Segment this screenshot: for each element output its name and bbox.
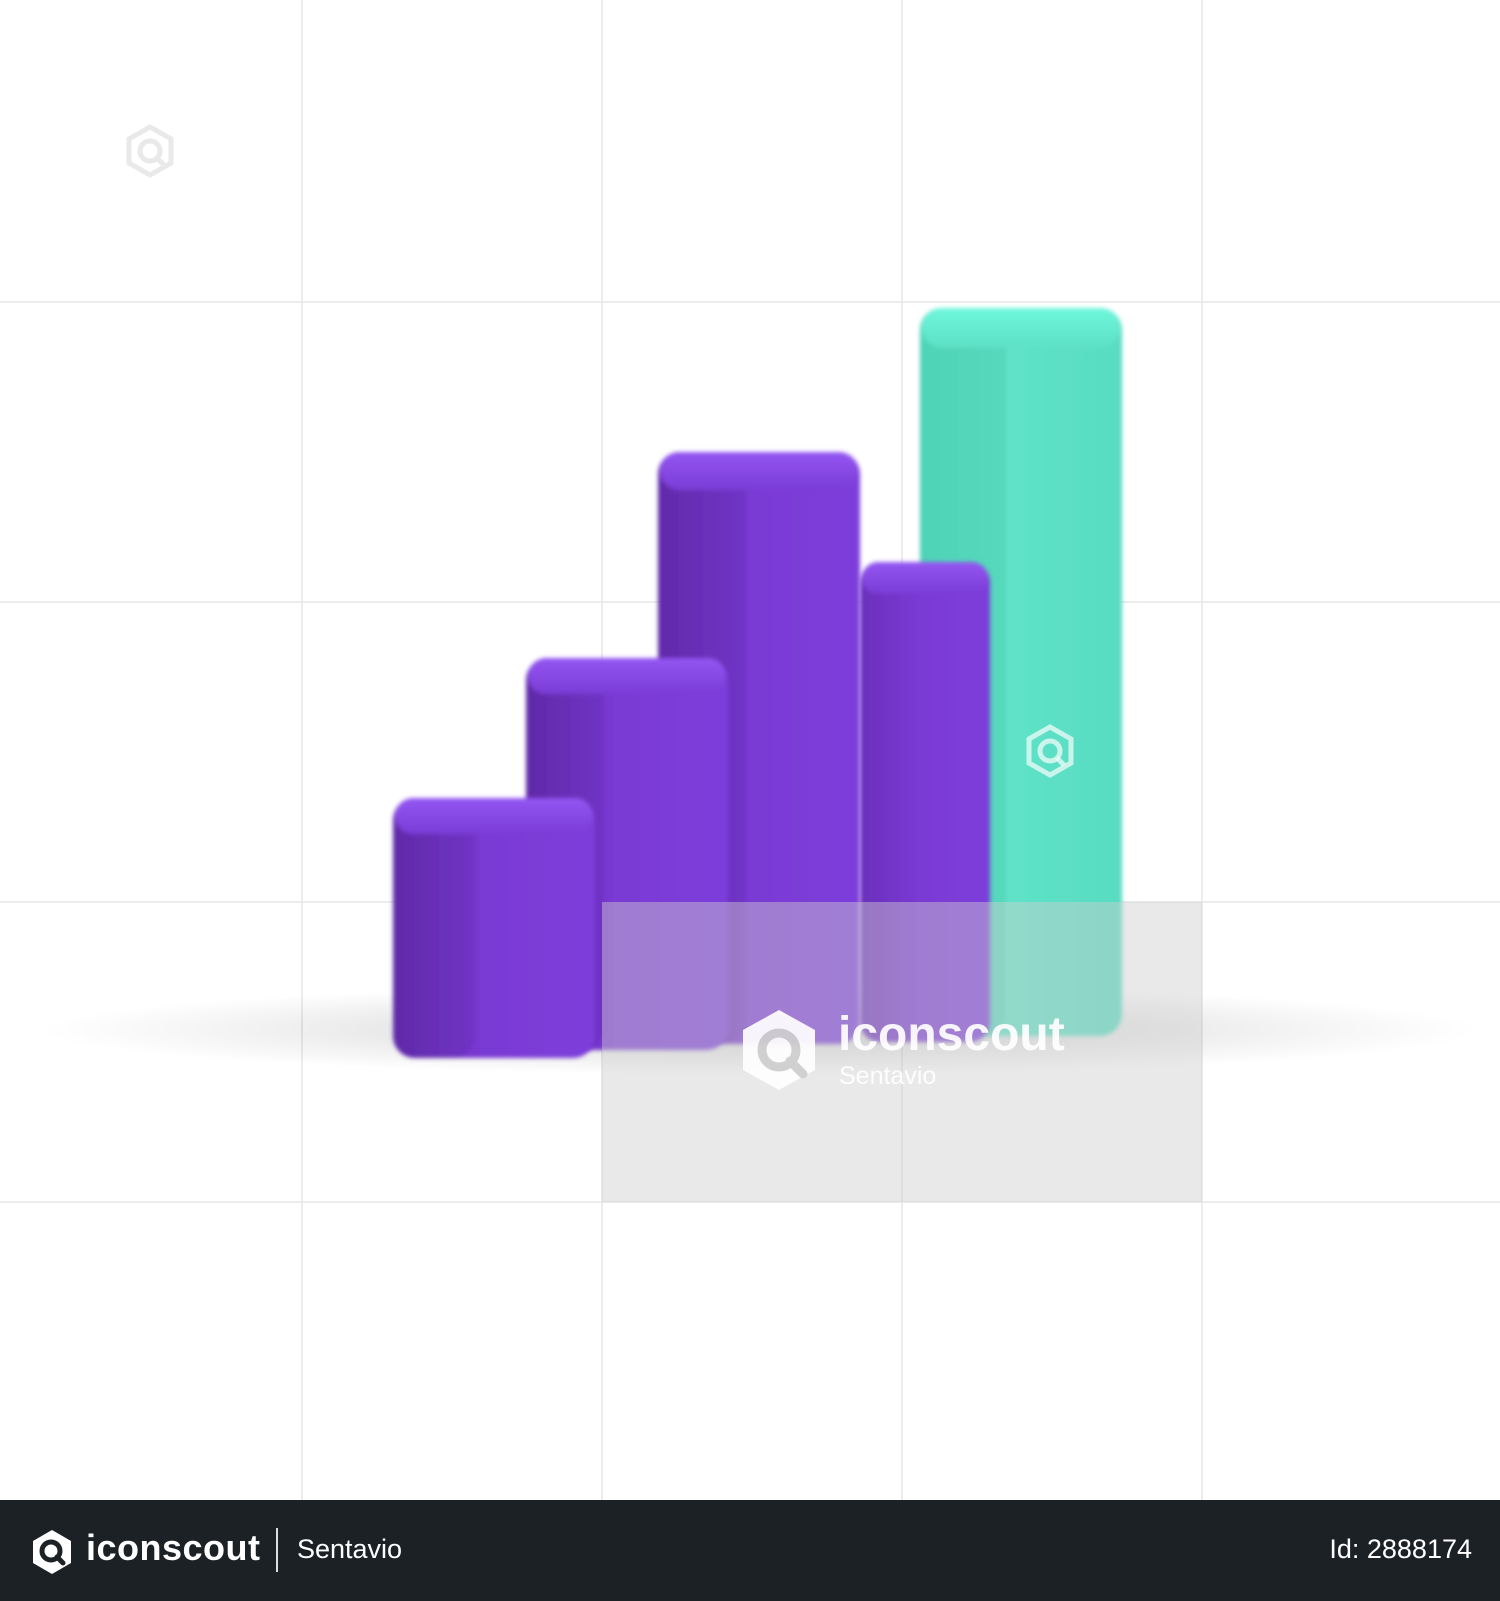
watermark-author: Sentavio: [839, 1062, 936, 1090]
bar-4: [860, 562, 990, 1042]
footer-author[interactable]: Sentavio: [297, 1534, 403, 1564]
footer-bar: iconscout Sentavio Id: 2888174: [0, 1500, 1500, 1601]
footer-brand[interactable]: iconscout: [86, 1527, 261, 1568]
bar-chart-illustration: iconscout Sentavio: [0, 0, 1500, 1500]
watermark-small-logo-icon: [126, 124, 174, 178]
bar-1: [393, 798, 595, 1058]
illustration: iconscout Sentavio: [0, 0, 1500, 1500]
footer-asset-id: Id: 2888174: [1329, 1534, 1472, 1564]
footer-divider: [276, 1528, 278, 1572]
watermark-overlay: [602, 902, 1202, 1202]
watermark-brand: iconscout: [838, 1008, 1065, 1061]
watermark-logo-icon: [743, 1010, 815, 1090]
watermark-small-logo-icon: [1026, 724, 1074, 778]
iconscout-logo-icon[interactable]: [28, 1528, 76, 1576]
